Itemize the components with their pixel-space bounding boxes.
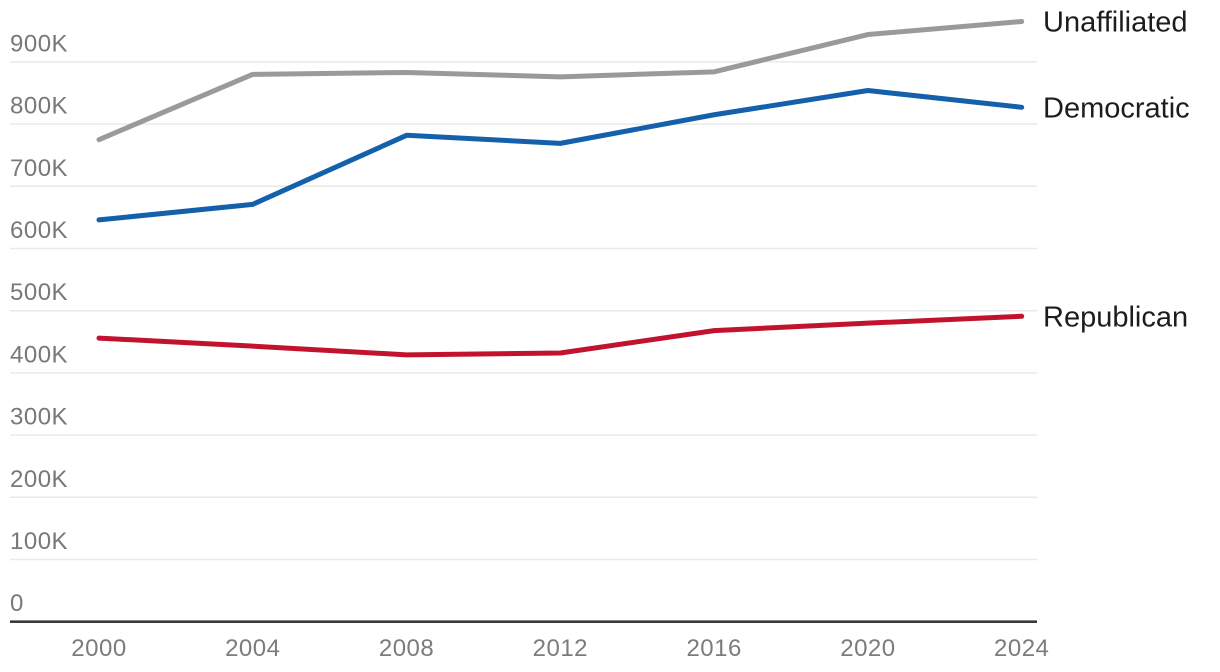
series-label-democratic: Democratic [1043,92,1190,124]
x-tick-label-2004: 2004 [225,635,280,662]
x-axis: 2000 2004 2008 2012 2016 2020 2024 [10,620,1049,662]
y-axis-labels: 0 100K 200K 300K 400K 500K 600K 700K 800K 900K [10,30,68,617]
x-tick-label-2024: 2024 [994,635,1049,662]
series-labels: Unaffiliated Democratic Republican [1043,6,1190,333]
x-tick-label-2000: 2000 [71,635,126,662]
series-label-republican: Republican [1043,301,1188,333]
y-tick-label-900K: 900K [10,30,68,57]
y-tick-label-200K: 200K [10,466,68,493]
y-tick-label-0: 0 [10,590,24,617]
series-lines [96,18,1025,358]
series-line-democratic [96,88,1025,223]
series-line-republican [96,313,1025,358]
y-tick-label-500K: 500K [10,279,68,306]
x-tick-label-2016: 2016 [686,635,741,662]
y-tick-label-300K: 300K [10,404,68,431]
series-label-unaffiliated: Unaffiliated [1043,6,1188,38]
x-tick-label-2008: 2008 [379,635,434,662]
x-tick-label-2012: 2012 [533,635,588,662]
y-tick-label-800K: 800K [10,93,68,120]
y-tick-label-700K: 700K [10,155,68,182]
y-tick-label-400K: 400K [10,341,68,368]
y-tick-label-600K: 600K [10,217,68,244]
x-tick-label-2020: 2020 [840,635,895,662]
grid-layer [10,61,1037,561]
y-tick-label-100K: 100K [10,528,68,555]
series-line-unaffiliated [96,18,1025,143]
